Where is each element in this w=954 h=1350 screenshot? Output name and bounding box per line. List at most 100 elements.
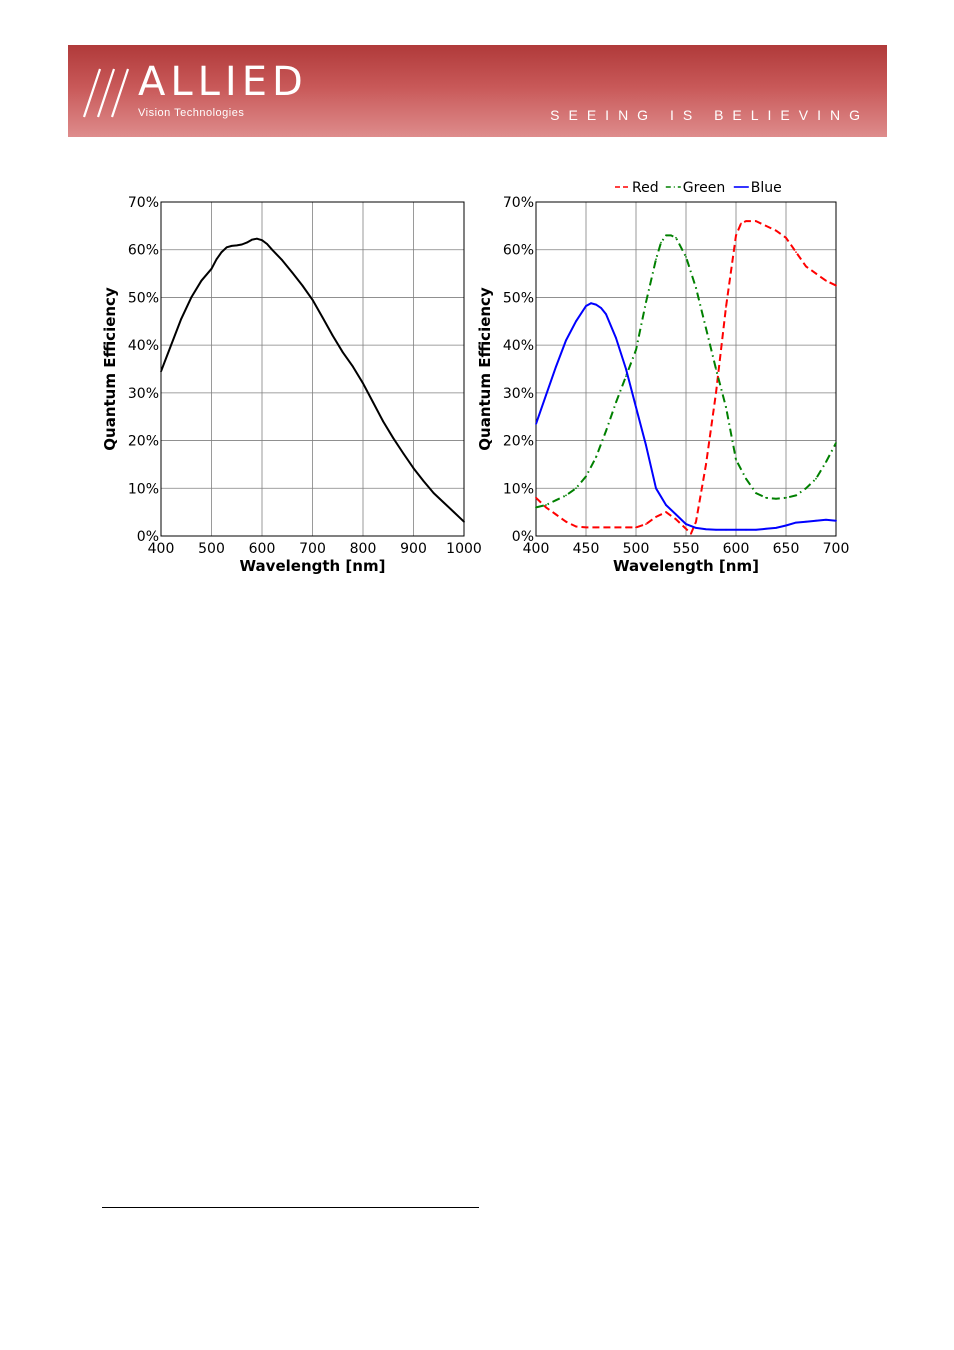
data-point [705, 463, 707, 466]
data-point [765, 225, 767, 227]
data-point [575, 487, 577, 490]
data-point [835, 284, 837, 287]
data-point [670, 234, 672, 237]
data-point [740, 222, 742, 225]
y-tick-label: 60% [128, 243, 159, 259]
data-point [200, 279, 203, 282]
data-point [645, 523, 647, 525]
data-point [605, 430, 607, 432]
data-point [715, 528, 717, 531]
data-point [775, 497, 777, 500]
data-point [545, 506, 547, 509]
data-point [585, 475, 587, 478]
data-point [815, 519, 817, 522]
y-tick-label: 0% [137, 529, 159, 545]
data-point [655, 487, 657, 490]
data-point [463, 520, 465, 523]
data-point [230, 245, 233, 247]
data-point [535, 506, 537, 509]
data-point [615, 401, 617, 404]
data-point [625, 526, 627, 529]
data-point [725, 406, 727, 409]
data-point [675, 518, 677, 521]
data-point [281, 259, 284, 262]
data-point [705, 528, 707, 531]
data-point [595, 303, 597, 306]
x-tick-label: 700 [299, 541, 326, 557]
data-point [685, 527, 687, 530]
data-point [595, 456, 597, 459]
data-point [362, 382, 364, 385]
x-tick-label: 400 [148, 541, 175, 557]
data-point [453, 511, 455, 513]
y-tick-label: 70% [128, 195, 159, 211]
data-point [635, 406, 637, 409]
data-point [301, 284, 304, 287]
data-point [575, 320, 577, 323]
chart-legend: Red Green Blue [615, 180, 782, 196]
data-point [402, 452, 405, 455]
data-point [575, 525, 577, 528]
data-point [765, 496, 767, 499]
data-point [645, 444, 647, 447]
data-point [685, 256, 687, 258]
triple-slash-logo-icon [82, 68, 130, 118]
data-point [835, 519, 837, 522]
y-tick-label: 20% [503, 434, 534, 450]
y-tick-label: 40% [128, 338, 159, 354]
y-tick-label: 70% [503, 195, 534, 211]
data-point [690, 532, 692, 535]
data-point [745, 477, 747, 480]
data-point [815, 477, 817, 480]
data-point [795, 494, 797, 497]
data-point [180, 318, 183, 320]
x-tick-label: 500 [623, 541, 650, 557]
legend-label-red: Red [632, 180, 659, 196]
x-tick-label: 800 [350, 541, 377, 557]
y-axis-label: Quantum Efficiency [476, 287, 494, 451]
data-point [825, 279, 827, 282]
data-point [442, 501, 445, 504]
data-point [755, 220, 757, 222]
data-point [535, 496, 537, 499]
data-point [545, 504, 547, 506]
data-point [785, 496, 787, 499]
x-tick-label: 600 [723, 541, 750, 557]
data-point [251, 238, 253, 241]
data-point [331, 334, 334, 337]
data-point [695, 287, 697, 289]
data-point [215, 258, 218, 261]
plot-frame [535, 201, 837, 537]
x-tick-label: 900 [400, 541, 427, 557]
data-point [261, 239, 263, 242]
data-point [352, 365, 354, 368]
y-axis-label: Quantum Efficiency [101, 287, 119, 451]
data-point [825, 518, 827, 521]
data-point [220, 251, 223, 253]
y-tick-label: 10% [128, 481, 159, 497]
data-point [625, 375, 627, 378]
data-point [590, 302, 592, 305]
data-point [745, 220, 747, 222]
chart-1: 400 500 600 700 800 900 1000 0% 10% 20% 30% 40% 50% 6… [101, 195, 482, 575]
data-point [625, 368, 627, 370]
data-point [735, 528, 737, 531]
header-banner: ALLIED Vision Technologies SEEING IS BEL… [68, 45, 887, 137]
data-point [595, 526, 597, 529]
legend-label-blue: Blue [751, 180, 782, 196]
legend-label-green: Green [683, 180, 725, 196]
data-point [240, 243, 243, 246]
data-point [190, 296, 193, 299]
x-tick-label: 450 [573, 541, 600, 557]
data-point [755, 528, 757, 531]
data-point [735, 234, 737, 237]
data-point [615, 337, 617, 339]
data-point [635, 526, 637, 529]
data-point [382, 420, 385, 423]
data-point [225, 246, 228, 249]
data-point [635, 349, 637, 351]
data-point [785, 524, 787, 527]
x-tick-label: 600 [249, 541, 276, 557]
brand-name: ALLIED [138, 59, 308, 105]
data-point [765, 527, 767, 530]
